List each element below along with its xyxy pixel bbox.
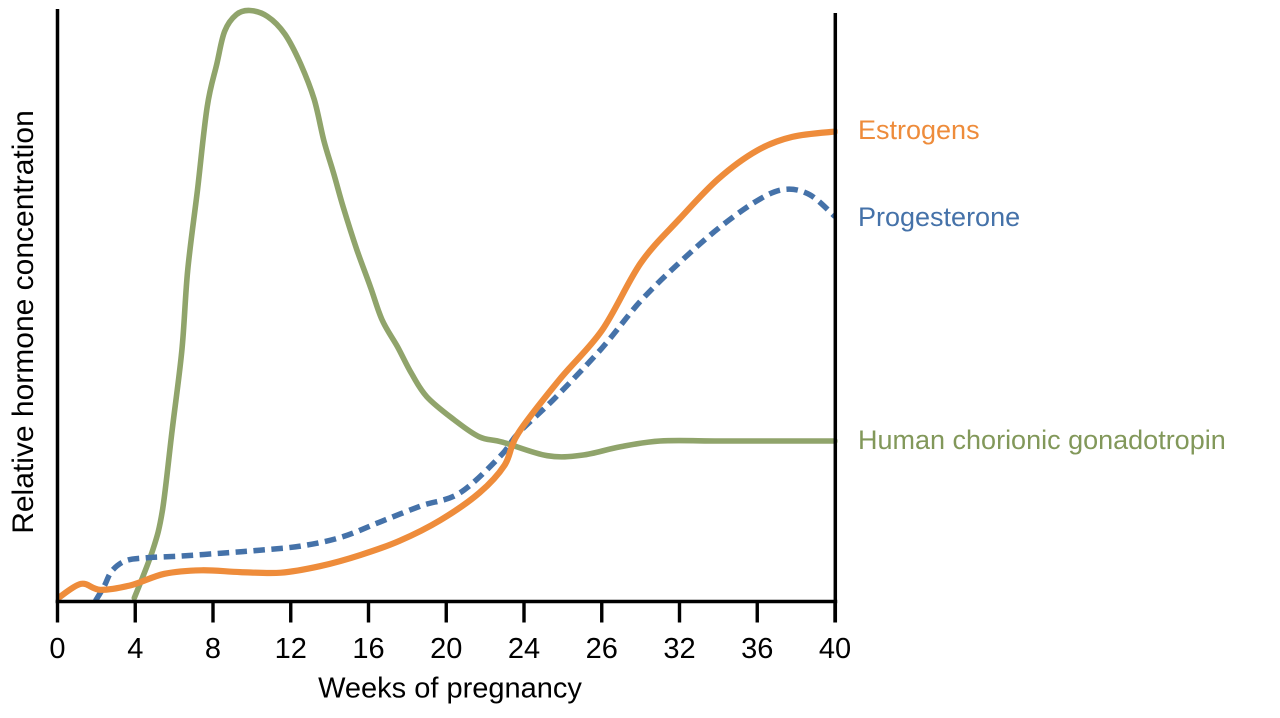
x-tick-label: 0 xyxy=(49,633,65,665)
x-tick-label: 16 xyxy=(352,633,384,665)
x-tick-label: 36 xyxy=(741,633,773,665)
x-tick-label: 26 xyxy=(586,633,618,665)
legend-estrogens: Estrogens xyxy=(858,115,980,145)
hcg-curve xyxy=(131,7,838,601)
estrogens-curve xyxy=(56,128,838,602)
x-tick-label: 40 xyxy=(819,633,851,665)
x-tick-label: 12 xyxy=(275,633,307,665)
x-tick-label: 32 xyxy=(663,633,695,665)
curves-group xyxy=(56,7,838,602)
x-tick-labels-group: 0 4 8 12 16 20 24 26 32 36 40 xyxy=(49,633,851,665)
progesterone-curve xyxy=(93,186,837,602)
axes-group xyxy=(55,9,838,623)
x-tick-label: 20 xyxy=(430,633,462,665)
y-axis-title: Relative hormone concentration xyxy=(7,110,40,534)
x-axis-title: Weeks of pregnancy xyxy=(318,672,582,705)
legend-hcg: Human chorionic gonadotropin xyxy=(858,425,1226,455)
x-tick-label: 8 xyxy=(205,633,221,665)
x-tick-label: 4 xyxy=(127,633,143,665)
x-tick-label: 24 xyxy=(508,633,540,665)
legend-progesterone: Progesterone xyxy=(858,202,1021,232)
